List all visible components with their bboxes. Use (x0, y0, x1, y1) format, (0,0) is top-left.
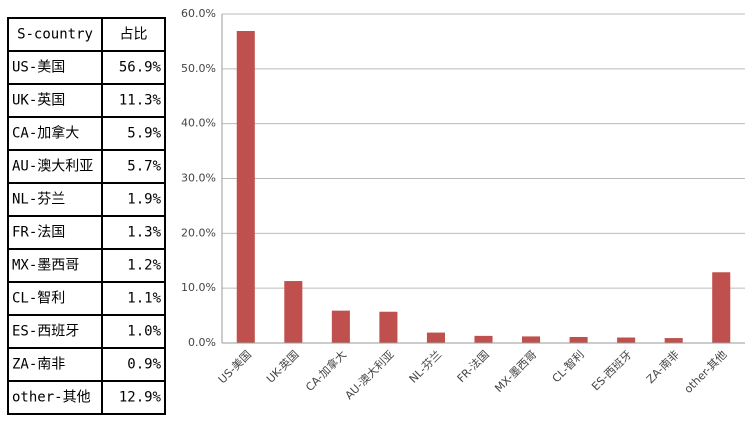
x-tick-label: CA-加拿大 (302, 347, 349, 394)
table-text: AU-澳大利亚 (12, 159, 93, 175)
bar (569, 336, 588, 343)
bar (474, 335, 493, 343)
y-tick-label: 30.0% (181, 172, 216, 185)
table-text: 5.9% (127, 126, 161, 142)
y-tick-label: 50.0% (181, 62, 216, 75)
x-tick-label: FR-法国 (454, 347, 492, 385)
bar (522, 336, 541, 343)
table-text: other-其他 (12, 390, 91, 406)
bar (284, 281, 303, 343)
bar (236, 30, 255, 344)
bar (617, 337, 636, 343)
x-tick-label: AU-澳大利亚 (342, 347, 397, 402)
table-cell (101, 380, 166, 415)
table-text: US-美国 (12, 60, 65, 76)
y-tick-label: 10.0% (181, 281, 216, 294)
y-tick-label: 0.0% (188, 336, 216, 349)
x-tick-label: CL-智利 (549, 347, 587, 385)
table-text: MX-墨西哥 (12, 258, 79, 274)
table-text: 1.0% (127, 324, 161, 340)
x-tick-label: ZA-南非 (644, 348, 682, 386)
table-text: ZA-南非 (12, 357, 65, 373)
table-text: 1.1% (127, 291, 161, 307)
bar (331, 310, 350, 343)
table-header: S-country (17, 27, 93, 43)
table-text: FR-法国 (12, 225, 65, 241)
x-tick-label: ES-西班牙 (589, 348, 634, 393)
table-text: 56.9% (119, 60, 162, 76)
table-text: 1.9% (127, 192, 161, 208)
table-text: 1.2% (127, 258, 161, 274)
table-header: 占比 (120, 27, 148, 43)
table-text: CL-智利 (12, 291, 65, 307)
x-tick-label: NL-芬兰 (407, 348, 445, 386)
x-tick-label: MX-墨西哥 (492, 348, 539, 395)
x-tick-label: UK-英国 (263, 347, 301, 385)
table-text: ES-西班牙 (12, 324, 79, 340)
y-tick-label: 20.0% (181, 226, 216, 239)
table-text: UK-英国 (12, 92, 65, 109)
table-text: 11.3% (119, 93, 162, 109)
table-text: NL-芬兰 (12, 192, 65, 208)
table-text: 0.9% (127, 357, 161, 373)
y-tick-label: 60.0% (181, 7, 216, 20)
table-text: 1.3% (127, 225, 161, 241)
bar (426, 332, 445, 343)
table-text: CA-加拿大 (12, 125, 79, 142)
table-text: 5.7% (127, 159, 161, 175)
table-text: 12.9% (119, 390, 162, 406)
x-tick-label: other-其他 (682, 348, 730, 396)
bar (664, 338, 683, 343)
bar (712, 272, 731, 343)
bar (379, 311, 398, 343)
x-tick-label: US-美国 (216, 348, 254, 386)
y-tick-label: 40.0% (181, 117, 216, 130)
